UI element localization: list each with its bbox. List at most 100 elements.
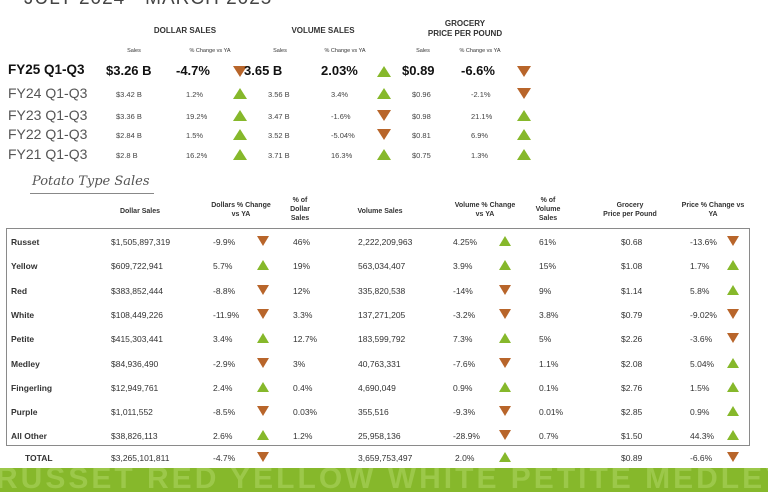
dollar-change-subhead: % Change vs YA [189, 48, 231, 54]
row-volume-change: -3.2% [453, 309, 476, 320]
row-price-change: 44.3% [690, 431, 715, 442]
row-price: $1.50 [621, 431, 643, 442]
col-volume-sales: Volume Sales [357, 208, 403, 215]
row-pct-volume: 3.8% [539, 309, 559, 320]
row-pct-dollar: 12% [293, 285, 311, 296]
price-trend-up-icon [517, 149, 531, 160]
row-dollar-change: 2.4% [213, 382, 233, 393]
row-pct-dollar: 0.4% [293, 382, 313, 393]
year-volume-sales: 3.52 B [268, 131, 290, 140]
year-volume-sales: 3.71 B [268, 151, 290, 160]
dollar-sales-header: DOLLAR SALES [153, 26, 217, 35]
row-volume-sales: 335,820,538 [358, 285, 406, 296]
row-dollar-change: -8.8% [213, 285, 236, 296]
row-pct-dollar: 3.3% [293, 309, 313, 320]
volume-trend-up-icon [377, 88, 391, 99]
dollar-trend-up-icon [233, 129, 247, 140]
row-price: $1.14 [621, 285, 643, 296]
year-volume-sales: 3.65 B [244, 63, 283, 78]
row-type-name: Petite [11, 334, 35, 345]
row-dollar-sales: $1,011,552 [111, 407, 153, 418]
dollar-trend-down-icon [257, 308, 269, 319]
col-pct-volume: % of Volume Sales [535, 197, 561, 222]
row-price: $1.08 [621, 261, 643, 272]
row-pct-dollar: 3% [293, 358, 306, 369]
col-price-change: Price % Change vs YA [681, 202, 745, 218]
price-trend-down-icon [727, 452, 739, 462]
row-volume-sales: 4,690,049 [358, 382, 396, 393]
row-pct-volume: 0.1% [539, 382, 559, 393]
row-volume-change: 7.3% [453, 334, 473, 345]
year-volume-change: 3.4% [331, 90, 349, 99]
row-price-change: -13.6% [690, 237, 717, 247]
volume-trend-down-icon [499, 308, 511, 319]
price-trend-down-icon [727, 308, 739, 319]
row-price: $2.26 [621, 334, 643, 345]
volume-trend-up-icon [377, 66, 391, 77]
row-dollar-change: -9.9% [213, 237, 236, 247]
dollar-trend-down-icon [257, 236, 269, 246]
dollar-trend-up-icon [257, 260, 269, 271]
row-pct-dollar: 12.7% [293, 334, 318, 345]
grocery-header: GROCERY [444, 19, 486, 28]
year-dollar-change: -4.7% [176, 63, 210, 78]
price-trend-down-icon [727, 236, 739, 246]
footer-band: RUSSET RED YELLOW WHITE PETITE MEDLEY FI… [0, 468, 768, 492]
row-pct-volume: 1.1% [539, 358, 559, 369]
row-type-name: Purple [11, 407, 38, 418]
row-volume-change: 0.9% [453, 382, 473, 393]
row-price: $2.76 [621, 382, 643, 393]
row-type-name: Russet [11, 237, 40, 247]
total-price: $0.89 [621, 453, 643, 463]
table-row: Petite $415,303,441 3.4% 12.7% 183,599,792 7.… [7, 328, 747, 352]
dollar-trend-up-icon [233, 110, 247, 121]
row-volume-change: -14% [453, 285, 473, 296]
year-price: $0.89 [402, 63, 435, 78]
year-volume-change: -1.6% [331, 112, 351, 121]
price-subhead: Sales [416, 48, 430, 54]
row-price-change: 0.9% [690, 407, 710, 418]
volume-trend-down-icon [377, 129, 391, 140]
title-underline [30, 193, 154, 194]
year-row: FY21 Q1-Q3 $2.8 B 16.2% 3.71 B 16.3% $0.75 1.3… [0, 146, 768, 166]
year-price: $0.75 [412, 151, 431, 160]
volume-trend-down-icon [499, 357, 511, 368]
row-pct-volume: 0.01% [539, 407, 564, 418]
year-price: $0.81 [412, 131, 431, 140]
dollar-trend-up-icon [257, 333, 269, 344]
footer-band-text: RUSSET RED YELLOW WHITE PETITE MEDLEY FI… [0, 468, 768, 492]
year-row: FY24 Q1-Q3 $3.42 B 1.2% 3.56 B 3.4% $0.96 -2.1… [0, 85, 768, 105]
volume-trend-up-icon [499, 260, 511, 271]
row-price-change: 5.04% [690, 358, 715, 369]
total-price-change: -6.6% [690, 453, 713, 463]
volume-trend-up-icon [499, 452, 511, 462]
row-type-name: Yellow [11, 261, 38, 272]
dollar-trend-up-icon [233, 149, 247, 160]
table-row: Red $383,852,444 -8.8% 12% 335,820,538 -14% 9%… [7, 280, 747, 304]
price-trend-down-icon [517, 88, 531, 99]
row-price-change: -9.02% [690, 309, 717, 320]
price-trend-up-icon [727, 260, 739, 271]
table-row: Medley $84,936,490 -2.9% 3% 40,763,331 -7.6% 1… [7, 353, 747, 377]
table-row: White $108,449,226 -11.9% 3.3% 137,271,205 -3… [7, 304, 747, 328]
volume-sales-header: VOLUME SALES [291, 26, 355, 35]
year-price: $0.98 [412, 112, 431, 121]
row-dollar-sales: $108,449,226 [111, 309, 163, 320]
dollar-trend-up-icon [257, 381, 269, 392]
year-dollar-change: 1.2% [186, 90, 204, 99]
table-row: Purple $1,011,552 -8.5% 0.03% 355,516 -9.3% 0.… [7, 401, 747, 425]
volume-trend-down-icon [377, 110, 391, 121]
dollar-trend-down-icon [257, 357, 269, 368]
year-price-change: -6.6% [461, 63, 495, 78]
row-volume-change: -28.9% [453, 431, 480, 442]
row-pct-dollar: 46% [293, 237, 311, 247]
volume-sales-subhead: Sales [273, 48, 287, 54]
row-dollar-change: 2.6% [213, 431, 233, 442]
year-row: FY25 Q1-Q3 $3.26 B -4.7% 3.65 B 2.03% $0.89 -6… [0, 62, 768, 82]
price-trend-up-icon [727, 406, 739, 417]
year-price: $0.96 [412, 90, 431, 99]
year-dollar-sales: $3.42 B [116, 90, 142, 99]
price-trend-up-icon [727, 284, 739, 295]
row-volume-sales: 137,271,205 [358, 309, 406, 320]
row-volume-change: 3.9% [453, 261, 473, 272]
